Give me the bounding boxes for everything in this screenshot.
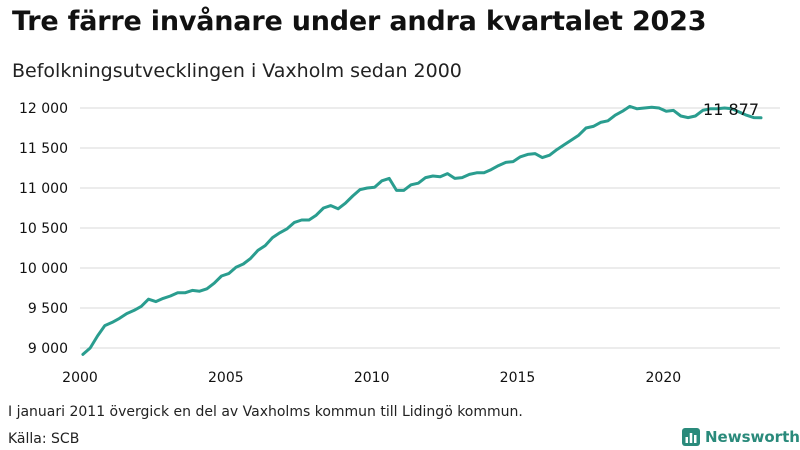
x-tick-label: 2010 xyxy=(354,370,390,386)
chart-title: Tre färre invånare under andra kvartalet… xyxy=(12,6,707,37)
x-tick-label: 2000 xyxy=(62,370,98,386)
footnote: I januari 2011 övergick en del av Vaxhol… xyxy=(8,404,523,420)
y-tick-label: 9 500 xyxy=(28,301,68,317)
y-tick-label: 10 500 xyxy=(19,221,68,237)
y-tick-label: 12 000 xyxy=(19,101,68,117)
y-tick-label: 11 500 xyxy=(19,141,68,157)
bar-chart-icon xyxy=(682,428,700,446)
x-tick-label: 2005 xyxy=(208,370,244,386)
y-tick-label: 10 000 xyxy=(19,261,68,277)
line-chart: 9 000 9 500 10 000 10 500 11 000 11 500 12 000… xyxy=(19,100,780,386)
source-note: Källa: SCB xyxy=(8,431,80,447)
x-tick-label: 2020 xyxy=(646,370,682,386)
series-line xyxy=(81,104,763,356)
chart-subtitle: Befolkningsutvecklingen i Vaxholm sedan … xyxy=(12,60,462,82)
y-tick-label: 9 000 xyxy=(28,341,68,357)
end-value-label: 11 877 xyxy=(703,100,759,119)
x-tick-label: 2015 xyxy=(500,370,536,386)
brand-name: Newsworthy xyxy=(705,428,800,446)
y-tick-label: 11 000 xyxy=(19,181,68,197)
brand-logo: Newsworthy xyxy=(682,427,800,447)
